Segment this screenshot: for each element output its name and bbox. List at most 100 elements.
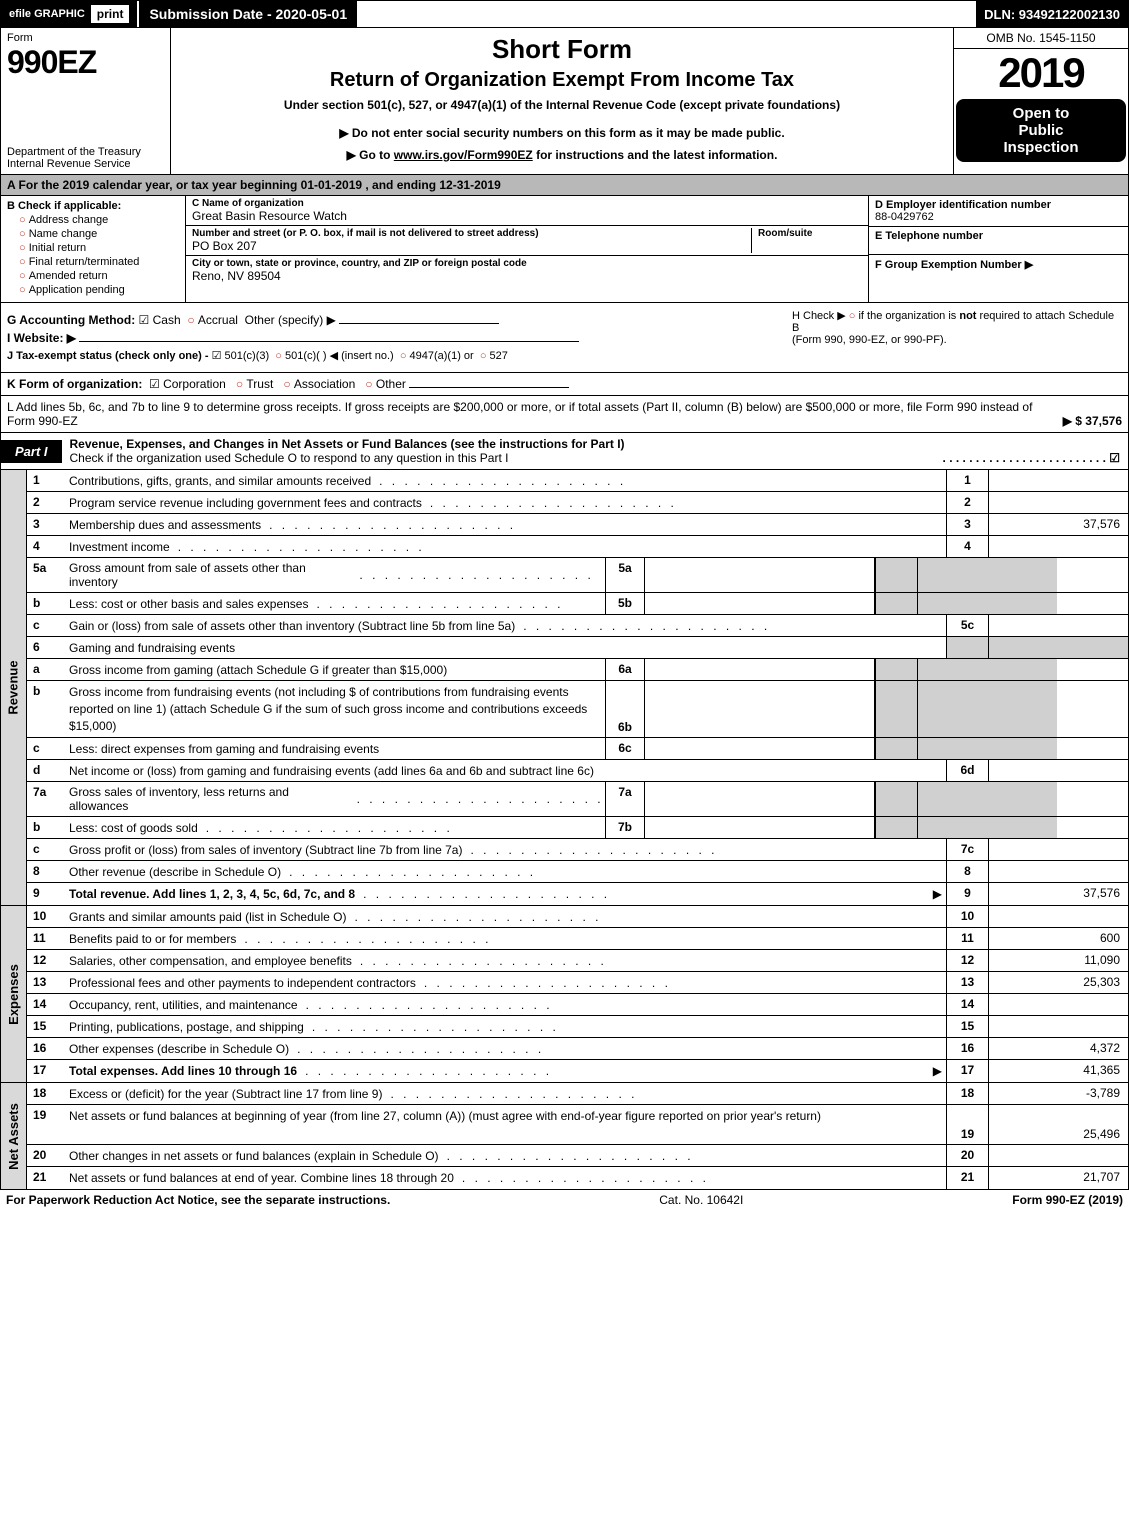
ssn-warning: ▶ Do not enter social security numbers o… [339, 126, 784, 140]
net-assets-body: 18 Excess or (deficit) for the year (Sub… [27, 1083, 1128, 1189]
line-6b: b Gross income from fundraising events (… [27, 681, 1128, 738]
group-exemption-label: F Group Exemption Number ▶ [875, 258, 1122, 271]
website-line: I Website: ▶ [7, 331, 772, 345]
line-6d-desc: Net income or (loss) from gaming and fun… [65, 760, 946, 781]
chk-cash[interactable]: Cash [139, 313, 181, 327]
line-5b: b Less: cost or other basis and sales ex… [27, 593, 1128, 615]
irs-link[interactable]: www.irs.gov/Form990EZ [394, 148, 533, 162]
chk-initial-return[interactable]: Initial return [19, 242, 179, 254]
line-3: 3 Membership dues and assessments 3 37,5… [27, 514, 1128, 536]
chk-trust[interactable]: Trust [236, 377, 273, 391]
goto-pre: ▶ Go to [347, 148, 394, 162]
line-5c-box: 5c [946, 615, 988, 636]
line-7b-desc: Less: cost of goods sold [65, 817, 605, 838]
website-input[interactable] [79, 341, 579, 342]
revenue-body: 1 Contributions, gifts, grants, and simi… [27, 470, 1128, 905]
header-right: OMB No. 1545-1150 2019 Open to Public In… [953, 28, 1128, 174]
line-14-box: 14 [946, 994, 988, 1015]
chk-final-return[interactable]: Final return/terminated [19, 256, 179, 268]
open-line-1: Open to [960, 105, 1122, 122]
line-14-num: 14 [27, 994, 65, 1015]
schedule-o-checkbox[interactable] [1109, 451, 1120, 465]
chk-other-org[interactable]: Other [365, 377, 406, 391]
line-2-num: 2 [27, 492, 65, 513]
line-13-amt: 25,303 [988, 972, 1128, 993]
ein-value: 88-0429762 [875, 211, 1122, 223]
line-5a-box [875, 558, 917, 592]
l-text: L Add lines 5b, 6c, and 7b to line 9 to … [7, 400, 1063, 428]
line-5b-midval [645, 593, 875, 614]
line-1: 1 Contributions, gifts, grants, and simi… [27, 470, 1128, 492]
line-15-desc: Printing, publications, postage, and shi… [65, 1016, 946, 1037]
chk-501c[interactable]: 501(c)( ) ◀ (insert no.) [275, 350, 393, 362]
chk-527[interactable]: 527 [480, 350, 508, 362]
part-1-title-text: Revenue, Expenses, and Changes in Net As… [70, 437, 625, 451]
chk-501c3[interactable]: 501(c)(3) [212, 350, 270, 362]
line-6b-amt [917, 681, 1057, 737]
line-8-amt [988, 861, 1128, 882]
line-11-num: 11 [27, 928, 65, 949]
chk-association[interactable]: Association [283, 377, 355, 391]
return-title: Return of Organization Exempt From Incom… [330, 69, 794, 92]
line-6c-num: c [27, 738, 65, 759]
address-label: Number and street (or P. O. box, if mail… [192, 228, 745, 239]
h-text-1: H Check ▶ [792, 310, 846, 322]
efile-text: efile GRAPHIC [9, 8, 85, 20]
line-9-box: 9 [946, 883, 988, 905]
line-20: 20 Other changes in net assets or fund b… [27, 1145, 1128, 1167]
section-def: D Employer identification number 88-0429… [868, 196, 1128, 302]
line-1-amt [988, 470, 1128, 491]
chk-4947[interactable]: 4947(a)(1) or [400, 350, 474, 362]
net-assets-grid: Net Assets 18 Excess or (deficit) for th… [0, 1083, 1129, 1190]
chk-address-change[interactable]: Address change [19, 214, 179, 226]
line-7a-mid: 7a [605, 782, 645, 816]
revenue-vlabel: Revenue [1, 470, 27, 905]
line-19-amt: 25,496 [988, 1105, 1128, 1144]
line-3-num: 3 [27, 514, 65, 535]
line-6b-desc: Gross income from fundraising events (no… [65, 681, 605, 737]
open-line-3: Inspection [960, 139, 1122, 156]
line-12: 12 Salaries, other compensation, and emp… [27, 950, 1128, 972]
line-5a-midval [645, 558, 875, 592]
line-10: 10 Grants and similar amounts paid (list… [27, 906, 1128, 928]
line-3-box: 3 [946, 514, 988, 535]
line-4-box: 4 [946, 536, 988, 557]
line-7b-box [875, 817, 917, 838]
chk-amended-return[interactable]: Amended return [19, 270, 179, 282]
section-c: C Name of organization Great Basin Resou… [186, 196, 868, 302]
group-exemption-block: F Group Exemption Number ▶ [869, 255, 1128, 302]
chk-corporation[interactable]: Corporation [149, 377, 226, 391]
line-15: 15 Printing, publications, postage, and … [27, 1016, 1128, 1038]
line-9-desc-text: Total revenue. Add lines 1, 2, 3, 4, 5c,… [69, 887, 355, 901]
short-form-title: Short Form [492, 34, 632, 65]
line-5a-num: 5a [27, 558, 65, 592]
part-1-title: Revenue, Expenses, and Changes in Net As… [62, 433, 1128, 469]
line-6b-box [875, 681, 917, 737]
k-other-input[interactable] [409, 387, 569, 388]
line-5a: 5a Gross amount from sale of assets othe… [27, 558, 1128, 593]
line-13-desc: Professional fees and other payments to … [65, 972, 946, 993]
under-section-text: Under section 501(c), 527, or 4947(a)(1)… [284, 98, 840, 112]
chk-application-pending[interactable]: Application pending [19, 284, 179, 296]
line-7b-mid: 7b [605, 817, 645, 838]
h-section: H Check ▶ if the organization is not req… [792, 309, 1122, 366]
line-6: 6 Gaming and fundraising events [27, 637, 1128, 659]
row-a-tax-year: A For the 2019 calendar year, or tax yea… [0, 175, 1129, 196]
g-other-input[interactable] [339, 323, 499, 324]
chk-accrual[interactable]: Accrual [187, 313, 238, 327]
line-6-box [946, 637, 988, 658]
line-15-amt [988, 1016, 1128, 1037]
line-19-box: 19 [946, 1105, 988, 1144]
line-12-amt: 11,090 [988, 950, 1128, 971]
g-other-label: Other (specify) ▶ [245, 313, 336, 327]
chk-name-change[interactable]: Name change [19, 228, 179, 240]
print-button[interactable]: print [91, 5, 130, 23]
org-name-label: C Name of organization [192, 198, 862, 209]
line-4-num: 4 [27, 536, 65, 557]
line-21-amt: 21,707 [988, 1167, 1128, 1189]
line-5c-desc: Gain or (loss) from sale of assets other… [65, 615, 946, 636]
h-checkbox[interactable] [849, 310, 859, 322]
city-block: City or town, state or province, country… [186, 256, 868, 285]
line-6a-desc: Gross income from gaming (attach Schedul… [65, 659, 605, 680]
line-17: 17 Total expenses. Add lines 10 through … [27, 1060, 1128, 1082]
